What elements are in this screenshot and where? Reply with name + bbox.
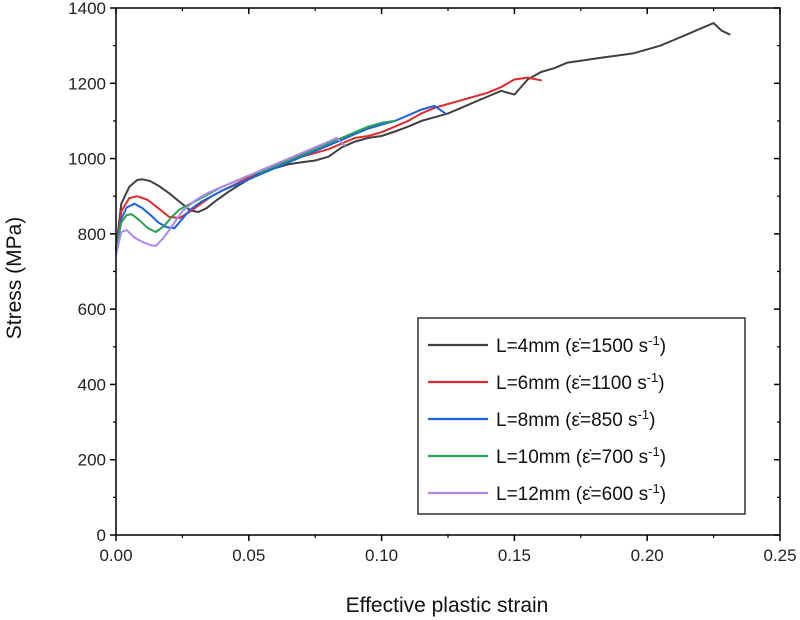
series-line-5 bbox=[115, 136, 346, 256]
legend-box bbox=[417, 317, 746, 515]
legend-label-4: L=10mm (ε̇=700 s-1) bbox=[496, 444, 666, 469]
legend: L=4mm (ε̇=1500 s-1) L=6mm (ε̇=1100 s-1) L=… bbox=[417, 317, 746, 515]
axes-layer: 0.00 0.05 0.10 0.15 0.20 0.25 0 200 400 600 800 100… bbox=[68, 0, 796, 565]
y-tick-label: 800 bbox=[78, 225, 106, 244]
x-tick-label: 0.10 bbox=[365, 546, 398, 565]
legend-label-3: L=8mm (ε̇=850 s-1) bbox=[496, 407, 655, 432]
x-tick-label: 0.20 bbox=[631, 546, 664, 565]
legend-label-1: L=4mm (ε̇=1500 s-1) bbox=[496, 333, 666, 358]
y-tick-label: 1000 bbox=[68, 150, 106, 169]
y-tick-label: 600 bbox=[78, 300, 106, 319]
series-layer bbox=[115, 22, 731, 256]
x-axis-title: Effective plastic strain bbox=[346, 594, 549, 617]
y-tick-label: 1200 bbox=[68, 74, 106, 93]
legend-label-2: L=6mm (ε̇=1100 s-1) bbox=[496, 370, 665, 395]
y-tick-label: 200 bbox=[78, 451, 106, 470]
x-tick-label: 0.00 bbox=[99, 546, 132, 565]
series-line-3 bbox=[115, 104, 447, 250]
y-tick-label: 0 bbox=[97, 526, 106, 545]
x-tick-label: 0.05 bbox=[232, 546, 265, 565]
y-axis-title: Stress (MPa) bbox=[3, 217, 26, 340]
x-tick-label: 0.25 bbox=[763, 546, 796, 565]
x-tick-label: 0.15 bbox=[498, 546, 531, 565]
y-tick-label: 1400 bbox=[68, 0, 106, 18]
y-tick-label: 400 bbox=[78, 375, 106, 394]
legend-label-5: L=12mm (ε̇=600 s-1) bbox=[496, 481, 666, 506]
